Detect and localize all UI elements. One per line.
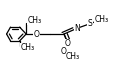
Text: CH₃: CH₃ [95, 15, 109, 24]
Text: CH₃: CH₃ [27, 16, 42, 25]
Text: O: O [61, 47, 67, 56]
Text: O: O [65, 39, 71, 48]
Text: N: N [74, 24, 80, 33]
Text: CH₃: CH₃ [66, 52, 80, 61]
Text: CH₃: CH₃ [21, 43, 35, 52]
Text: O: O [34, 29, 40, 39]
Text: S: S [88, 19, 93, 28]
